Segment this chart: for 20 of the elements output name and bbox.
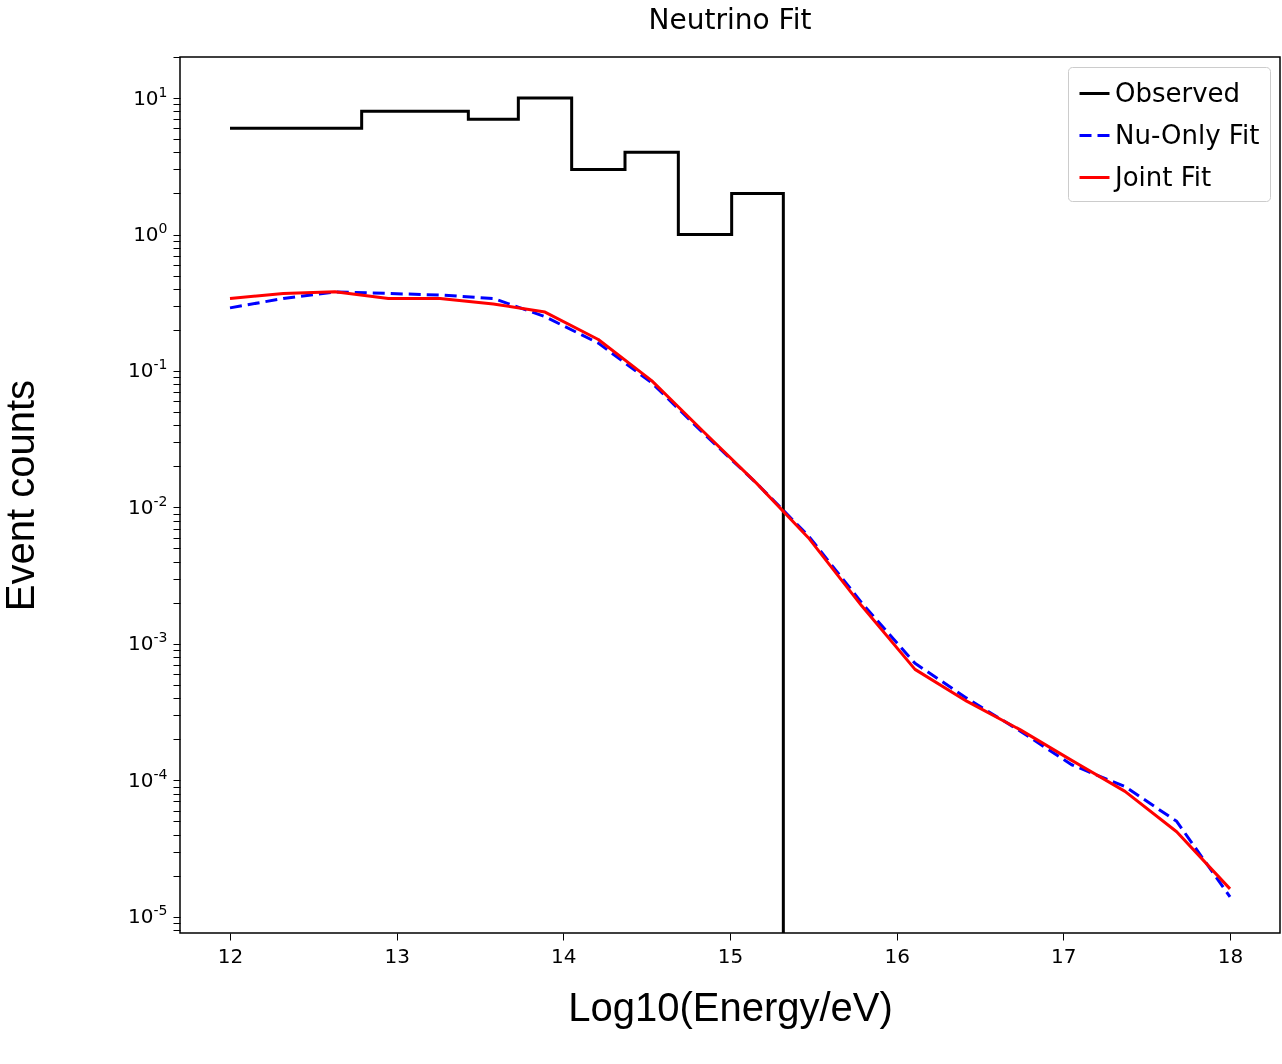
x-tick-label: 15	[717, 943, 744, 968]
y-tick-label: 10$^{0}$	[133, 220, 168, 247]
y-tick-label: 10$^{-4}$	[128, 765, 168, 792]
x-tick-label: 18	[1217, 943, 1244, 968]
y-axis-title: Event counts	[0, 379, 43, 612]
legend-label: Nu-Only Fit	[1115, 119, 1260, 150]
y-tick-label: 10$^{-2}$	[128, 492, 168, 519]
legend-label: Observed	[1115, 77, 1241, 108]
y-tick-label: 10$^{-5}$	[128, 902, 168, 929]
y-tick-label: 10$^{-1}$	[128, 356, 168, 383]
x-tick-label: 17	[1051, 943, 1077, 968]
y-tick-label: 10$^{1}$	[133, 83, 168, 110]
x-axis-title: Log10(Energy/eV)	[568, 984, 893, 1029]
x-tick-label: 14	[551, 943, 577, 968]
y-tick-label: 10$^{-3}$	[128, 629, 168, 656]
chart-title: Neutrino Fit	[648, 3, 812, 36]
legend-label: Joint Fit	[1113, 161, 1212, 192]
x-tick-label: 13	[384, 943, 410, 968]
x-tick-label: 12	[217, 943, 244, 968]
x-tick-label: 16	[884, 943, 910, 968]
